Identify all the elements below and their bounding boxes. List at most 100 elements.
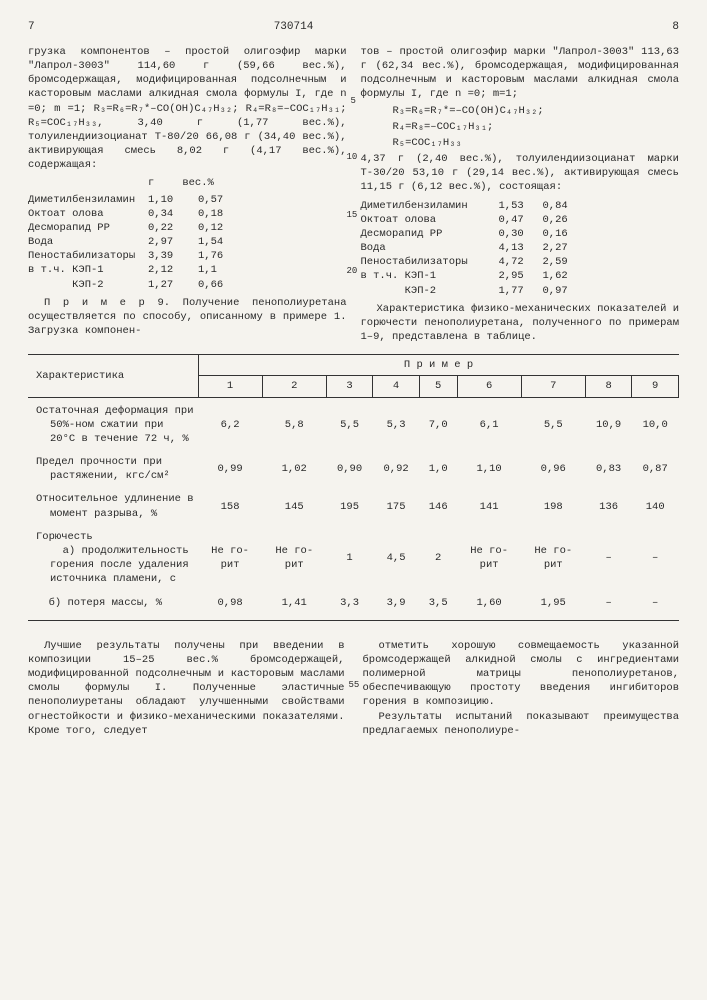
cell-label: в т.ч. КЭП-1 [361, 269, 499, 283]
cell-value: 0,90 [326, 449, 373, 486]
cell-value: 0,99 [198, 449, 262, 486]
cell-pct: 0,84 [543, 199, 587, 213]
cell-g: 1,77 [499, 284, 543, 298]
cell-value: 195 [326, 486, 373, 523]
table-row: Октоат олова0,340,18 [28, 207, 347, 221]
cell-value: 145 [262, 486, 326, 523]
page-right: 8 [672, 20, 679, 35]
cell-value: – [585, 524, 632, 590]
cell-value: 198 [521, 486, 585, 523]
cell-label: Десморапид PP [361, 227, 499, 241]
table-row: Вода4,132,27 [361, 241, 680, 255]
cell-value: – [632, 590, 679, 621]
cell-label: Октоат олова [28, 207, 148, 221]
left-column: грузка компонентов – простой олигоэфир м… [28, 45, 347, 344]
cell-value: – [585, 590, 632, 621]
cell-characteristic: Горючесть а) продолжительность горения п… [28, 524, 198, 590]
results-table: Характеристика П р и м е р 123456789 Ост… [28, 354, 679, 620]
cell-value: 1,0 [419, 449, 457, 486]
cell-value: – [632, 524, 679, 590]
cell-g: 2,95 [499, 269, 543, 283]
cell-value: 1 [326, 524, 373, 590]
cell-value: 141 [457, 486, 521, 523]
cell-g: 3,39 [148, 249, 198, 263]
formula-3: R₅=COC₁₇H₃₃ [361, 136, 680, 150]
cell-g: 2,12 [148, 263, 198, 277]
cell-pct: 0,12 [198, 221, 248, 235]
right-para-1: тов – простой олигоэфир марки "Лапрол-30… [361, 45, 680, 102]
table-row: Предел прочности при растяжении, кгс/см²… [28, 449, 679, 486]
cell-g: 1,27 [148, 278, 198, 292]
cell-characteristic: Остаточная деформация при 50%-ном сжатии… [28, 397, 198, 449]
cell-value: 1,10 [457, 449, 521, 486]
cell-value: 10,0 [632, 397, 679, 449]
cell-g: 4,13 [499, 241, 543, 255]
cell-characteristic: б) потеря массы, % [28, 590, 198, 621]
th-col: 8 [585, 376, 632, 397]
cell-value: 3,9 [373, 590, 420, 621]
cell-value: 1,95 [521, 590, 585, 621]
cell-value: 158 [198, 486, 262, 523]
cell-label: Диметилбензиламин [361, 199, 499, 213]
th-example: П р и м е р [198, 355, 679, 376]
right-column: 5 10 15 20 тов – простой олигоэфир марки… [361, 45, 680, 344]
line-5: 5 [351, 95, 356, 107]
left-para-2: П р и м е р 9. Получение пенополиуретана… [28, 296, 347, 339]
cell-value: 4,5 [373, 524, 420, 590]
cell-value: 2 [419, 524, 457, 590]
cell-value: 6,1 [457, 397, 521, 449]
cell-value: 175 [373, 486, 420, 523]
cell-value: 7,0 [419, 397, 457, 449]
line-20: 20 [347, 265, 358, 277]
cell-g: 1,53 [499, 199, 543, 213]
right-para-2: 4,37 г (2,40 вес.%), толуилендиизоцианат… [361, 152, 680, 195]
footer-right-para-2: Результаты испытаний показывают преимуще… [363, 710, 680, 738]
footer-left-para: Лучшие результаты получены при введении … [28, 639, 345, 738]
cell-g: 0,30 [499, 227, 543, 241]
cell-value: Не го- рит [198, 524, 262, 590]
th-col: 4 [373, 376, 420, 397]
cell-g: 0,34 [148, 207, 198, 221]
table-row: Октоат олова0,470,26 [361, 213, 680, 227]
cell-label: в т.ч. КЭП-1 [28, 263, 148, 277]
th-col: 7 [521, 376, 585, 397]
table-row: Диметилбензиламин1,530,84 [361, 199, 680, 213]
cell-g: 2,97 [148, 235, 198, 249]
cell-label: Вода [28, 235, 148, 249]
cell-value: 0,92 [373, 449, 420, 486]
cell-pct: 1,62 [543, 269, 587, 283]
cell-value: 136 [585, 486, 632, 523]
cell-pct: 2,59 [543, 255, 587, 269]
page-left: 7 [28, 20, 35, 35]
th-col: 3 [326, 376, 373, 397]
cell-value: 5,3 [373, 397, 420, 449]
table-row: Пеностабилизаторы4,722,59 [361, 255, 680, 269]
table-row: Десморапид PP0,300,16 [361, 227, 680, 241]
cell-value: 10,9 [585, 397, 632, 449]
line-15: 15 [347, 209, 358, 221]
cell-value: 5,5 [521, 397, 585, 449]
table-row: КЭП-21,770,97 [361, 284, 680, 298]
right-para-3: Характеристика физико-механических показ… [361, 302, 680, 345]
cell-value: 5,8 [262, 397, 326, 449]
cell-value: 1,41 [262, 590, 326, 621]
cell-value: 1,02 [262, 449, 326, 486]
left-para-1: грузка компонентов – простой олигоэфир м… [28, 45, 347, 173]
cell-value: Не го- рит [457, 524, 521, 590]
table-row: Диметилбензиламин1,100,57 [28, 193, 347, 207]
cell-value: 146 [419, 486, 457, 523]
formula-2: R₄=R₈=–COC₁₇H₃₁; [361, 120, 680, 134]
table-row: Горючесть а) продолжительность горения п… [28, 524, 679, 590]
cell-value: 0,87 [632, 449, 679, 486]
right-small-table: Диметилбензиламин1,530,84Октоат олова0,4… [361, 199, 680, 298]
table-row: Вода2,971,54 [28, 235, 347, 249]
cell-pct: 1,1 [198, 263, 248, 277]
cell-value: 3,5 [419, 590, 457, 621]
cell-characteristic: Относительное удлинение в момент разрыва… [28, 486, 198, 523]
page-header: 7 730714 8 [28, 20, 679, 35]
cell-value: 0,83 [585, 449, 632, 486]
th-col: 6 [457, 376, 521, 397]
cell-value: Не го- рит [521, 524, 585, 590]
line-10: 10 [347, 151, 358, 163]
footer-columns: Лучшие результаты получены при введении … [28, 639, 679, 738]
